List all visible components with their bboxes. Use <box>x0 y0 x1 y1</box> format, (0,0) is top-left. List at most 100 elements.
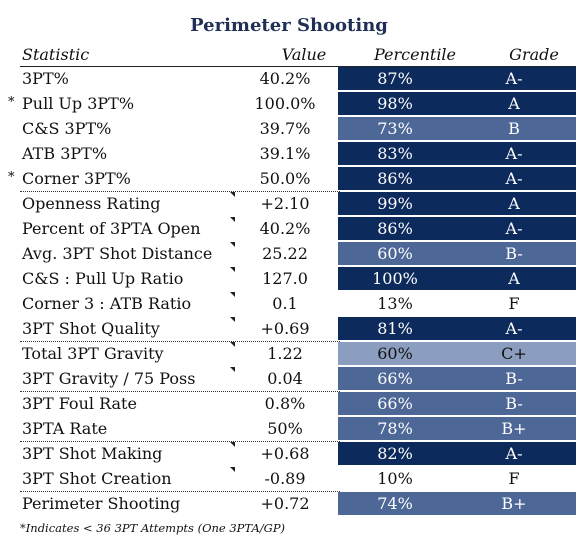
percentile-value: 87% <box>377 69 413 88</box>
percentile-value: 13% <box>377 294 413 313</box>
table-row: 3PTA Rate 50% 78% B+ <box>0 416 578 441</box>
header-statistic: Statistic <box>22 45 90 64</box>
percentile-value: 98% <box>377 94 413 113</box>
table-row: Openness Rating +2.10 99% A <box>0 191 578 216</box>
grade-value: F <box>508 294 520 313</box>
percentile-band: 78% B+ <box>338 417 576 440</box>
statistic-name: 3PT Shot Quality <box>22 319 160 338</box>
statistic-name: Avg. 3PT Shot Distance <box>22 244 213 263</box>
low-sample-marker: * <box>8 95 15 110</box>
tooltip-corner-icon <box>230 292 235 297</box>
tooltip-corner-icon <box>230 467 235 472</box>
statistic-value: 0.8% <box>264 394 306 413</box>
grade-value: B+ <box>501 419 527 438</box>
table-row: 3PT Shot Creation -0.89 10% F <box>0 466 578 491</box>
tooltip-corner-icon <box>230 242 235 247</box>
statistic-name: ATB 3PT% <box>22 144 108 163</box>
statistic-value: +2.10 <box>260 194 310 213</box>
percentile-value: 66% <box>377 394 413 413</box>
table-row: 3PT Foul Rate 0.8% 66% B- <box>0 391 578 416</box>
table-row: 3PT Shot Making +0.68 82% A- <box>0 441 578 466</box>
table-row: C&S 3PT% 39.7% 73% B <box>0 116 578 141</box>
statistic-name: Corner 3 : ATB Ratio <box>22 294 192 313</box>
statistic-value: 100.0% <box>254 94 316 113</box>
percentile-band: 60% C+ <box>338 342 576 365</box>
percentile-band: 13% F <box>338 292 576 315</box>
statistic-value: -0.89 <box>264 469 306 488</box>
grade-value: C+ <box>501 344 527 363</box>
table-row: * Corner 3PT% 50.0% 86% A- <box>0 166 578 191</box>
tooltip-corner-icon <box>230 442 235 447</box>
percentile-value: 10% <box>377 469 413 488</box>
percentile-band: 86% A- <box>338 217 576 240</box>
table-header: Statistic Value Percentile Grade <box>20 44 576 67</box>
statistic-name: Openness Rating <box>22 194 161 213</box>
percentile-band: 98% A <box>338 92 576 115</box>
statistic-value: 0.04 <box>267 369 303 388</box>
grade-value: B- <box>505 244 523 263</box>
grade-value: F <box>508 469 520 488</box>
percentile-value: 100% <box>372 269 418 288</box>
statistic-value: +0.72 <box>260 494 310 513</box>
percentile-band: 83% A- <box>338 142 576 165</box>
percentile-band: 10% F <box>338 467 576 490</box>
percentile-value: 66% <box>377 369 413 388</box>
statistic-name: Percent of 3PTA Open <box>22 219 201 238</box>
percentile-value: 83% <box>377 144 413 163</box>
statistic-value: 40.2% <box>259 69 311 88</box>
statistic-value: 39.1% <box>259 144 311 163</box>
percentile-value: 86% <box>377 219 413 238</box>
table-row: * Pull Up 3PT% 100.0% 98% A <box>0 91 578 116</box>
table-row: 3PT Gravity / 75 Poss 0.04 66% B- <box>0 366 578 391</box>
footnote: *Indicates < 36 3PT Attempts (One 3PTA/G… <box>20 521 286 535</box>
statistic-name: Total 3PT Gravity <box>22 344 164 363</box>
percentile-band: 82% A- <box>338 442 576 465</box>
grade-value: B- <box>505 369 523 388</box>
grade-value: B- <box>505 394 523 413</box>
statistic-name: C&S : Pull Up Ratio <box>22 269 184 288</box>
percentile-band: 66% B- <box>338 392 576 415</box>
percentile-value: 74% <box>377 494 413 513</box>
tooltip-corner-icon <box>230 317 235 322</box>
tooltip-corner-icon <box>230 342 235 347</box>
percentile-band: 74% B+ <box>338 492 576 515</box>
grade-value: A- <box>505 444 523 463</box>
statistic-value: 25.22 <box>262 244 308 263</box>
grade-value: A <box>508 94 520 113</box>
grade-value: A- <box>505 144 523 163</box>
statistic-name: 3PT% <box>22 69 69 88</box>
table-row: Total 3PT Gravity 1.22 60% C+ <box>0 341 578 366</box>
table-row: ATB 3PT% 39.1% 83% A- <box>0 141 578 166</box>
stats-table: 3PT% 40.2% 87% A- * Pull Up 3PT% 100.0% 98% A C&S… <box>0 66 578 516</box>
statistic-name: C&S 3PT% <box>22 119 112 138</box>
statistic-value: +0.68 <box>260 444 310 463</box>
statistic-name: Corner 3PT% <box>22 169 131 188</box>
percentile-band: 81% A- <box>338 317 576 340</box>
percentile-value: 60% <box>377 344 413 363</box>
statistic-value: 39.7% <box>259 119 311 138</box>
tooltip-corner-icon <box>230 367 235 372</box>
grade-value: A- <box>505 219 523 238</box>
grade-value: A- <box>505 319 523 338</box>
percentile-value: 60% <box>377 244 413 263</box>
percentile-value: 73% <box>377 119 413 138</box>
percentile-value: 99% <box>377 194 413 213</box>
statistic-value: +0.69 <box>260 319 310 338</box>
percentile-band: 100% A <box>338 267 576 290</box>
tooltip-corner-icon <box>230 192 235 197</box>
grade-value: A <box>508 194 520 213</box>
statistic-value: 50% <box>267 419 303 438</box>
table-row: C&S : Pull Up Ratio 127.0 100% A <box>0 266 578 291</box>
statistic-name: Pull Up 3PT% <box>22 94 135 113</box>
statistic-name: 3PT Shot Creation <box>22 469 172 488</box>
table-row: 3PT Shot Quality +0.69 81% A- <box>0 316 578 341</box>
statistic-name: 3PT Shot Making <box>22 444 163 463</box>
percentile-band: 73% B <box>338 117 576 140</box>
table-row: Corner 3 : ATB Ratio 0.1 13% F <box>0 291 578 316</box>
statistic-value: 40.2% <box>259 219 311 238</box>
percentile-band: 86% A- <box>338 167 576 190</box>
percentile-value: 82% <box>377 444 413 463</box>
statistic-value: 0.1 <box>272 294 298 313</box>
grade-value: B+ <box>501 494 527 513</box>
